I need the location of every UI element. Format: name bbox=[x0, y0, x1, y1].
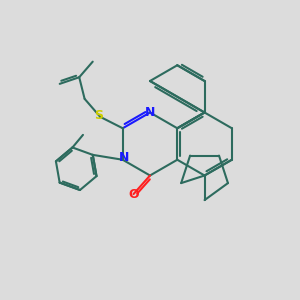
Text: O: O bbox=[128, 188, 139, 201]
Text: N: N bbox=[119, 152, 129, 164]
Text: N: N bbox=[145, 106, 155, 119]
Text: S: S bbox=[94, 109, 103, 122]
